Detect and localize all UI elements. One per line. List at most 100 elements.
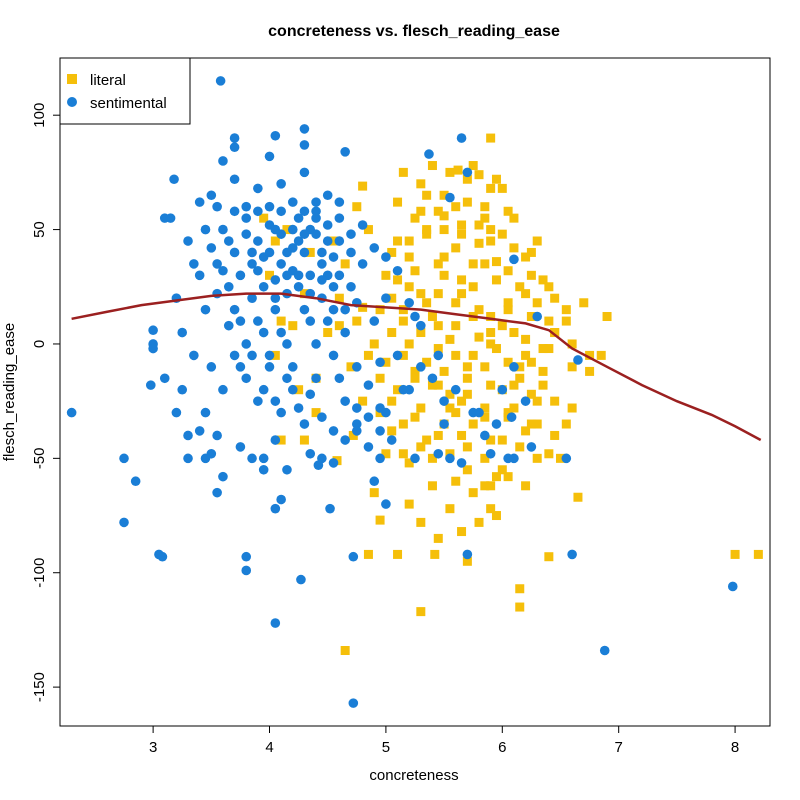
data-point-sentimental bbox=[159, 213, 170, 223]
data-point-literal bbox=[430, 549, 440, 559]
data-point-literal bbox=[416, 403, 426, 413]
data-point-literal bbox=[358, 396, 368, 406]
data-point-literal bbox=[451, 321, 461, 331]
data-point-sentimental bbox=[363, 380, 374, 390]
data-point-literal bbox=[451, 243, 461, 253]
data-point-literal bbox=[462, 197, 472, 207]
data-point-literal bbox=[585, 350, 595, 360]
data-point-literal bbox=[416, 328, 426, 338]
data-point-literal bbox=[433, 430, 443, 440]
data-point-sentimental bbox=[247, 293, 257, 304]
data-point-sentimental bbox=[200, 407, 211, 418]
data-point-sentimental bbox=[340, 435, 350, 445]
data-point-sentimental bbox=[439, 396, 449, 406]
data-point-literal bbox=[410, 366, 420, 376]
data-point-sentimental bbox=[410, 311, 420, 322]
data-point-literal bbox=[480, 412, 490, 422]
data-point-sentimental bbox=[328, 426, 339, 436]
data-point-sentimental bbox=[270, 304, 281, 315]
data-point-literal bbox=[457, 396, 467, 406]
data-point-sentimental bbox=[456, 133, 467, 143]
data-point-sentimental bbox=[235, 270, 246, 281]
data-point-sentimental bbox=[194, 270, 205, 281]
data-point-literal bbox=[329, 236, 339, 246]
data-point-sentimental bbox=[258, 453, 269, 464]
data-point-sentimental bbox=[322, 316, 333, 326]
data-point-literal bbox=[416, 607, 426, 617]
data-point-sentimental bbox=[270, 130, 281, 141]
data-point-literal bbox=[439, 270, 449, 280]
data-point-sentimental bbox=[299, 247, 310, 258]
data-point-literal bbox=[509, 213, 519, 223]
data-point-sentimental bbox=[177, 384, 188, 395]
data-point-literal bbox=[276, 316, 286, 326]
data-point-literal bbox=[451, 350, 461, 360]
data-point-sentimental bbox=[456, 458, 467, 468]
data-point-sentimental bbox=[445, 192, 455, 203]
data-point-sentimental bbox=[241, 565, 252, 576]
data-point-sentimental bbox=[130, 476, 141, 487]
data-point-literal bbox=[532, 396, 542, 406]
data-point-literal bbox=[462, 362, 472, 372]
data-point-literal bbox=[486, 312, 496, 322]
data-point-literal bbox=[521, 334, 531, 344]
data-point-literal bbox=[474, 170, 484, 180]
data-point-literal bbox=[404, 499, 414, 509]
data-point-sentimental bbox=[334, 373, 345, 384]
data-point-sentimental bbox=[404, 297, 414, 308]
data-point-literal bbox=[375, 373, 385, 383]
data-point-literal bbox=[515, 282, 525, 292]
data-point-literal bbox=[259, 213, 269, 223]
data-point-literal bbox=[439, 252, 449, 262]
data-point-sentimental bbox=[200, 224, 211, 235]
data-point-literal bbox=[410, 266, 420, 276]
data-point-sentimental bbox=[357, 220, 368, 230]
data-point-literal bbox=[393, 549, 403, 559]
data-point-literal bbox=[515, 373, 525, 383]
data-point-literal bbox=[521, 426, 531, 436]
data-point-literal bbox=[410, 412, 420, 422]
data-point-literal bbox=[363, 350, 373, 360]
data-point-literal bbox=[305, 247, 315, 257]
data-point-literal bbox=[439, 225, 449, 235]
data-point-literal bbox=[532, 419, 542, 429]
data-point-sentimental bbox=[276, 407, 286, 418]
data-point-sentimental bbox=[293, 236, 304, 246]
data-point-sentimental bbox=[599, 645, 610, 656]
data-point-literal bbox=[730, 549, 740, 559]
data-point-sentimental bbox=[287, 224, 298, 235]
data-point-sentimental bbox=[311, 206, 321, 217]
data-point-sentimental bbox=[287, 243, 298, 253]
data-point-sentimental bbox=[276, 206, 286, 217]
data-point-literal bbox=[468, 282, 478, 292]
data-point-sentimental bbox=[247, 247, 257, 258]
data-point-literal bbox=[503, 408, 513, 418]
data-point-sentimental bbox=[433, 350, 444, 361]
data-point-sentimental bbox=[177, 327, 188, 338]
data-point-sentimental bbox=[253, 183, 263, 194]
data-point-sentimental bbox=[194, 426, 205, 436]
data-point-sentimental bbox=[410, 453, 420, 464]
data-point-sentimental bbox=[369, 316, 380, 326]
data-point-sentimental bbox=[369, 476, 380, 487]
data-point-literal bbox=[381, 270, 391, 280]
data-point-literal bbox=[585, 366, 595, 376]
data-point-literal bbox=[474, 332, 484, 342]
data-point-literal bbox=[369, 488, 379, 498]
data-point-literal bbox=[480, 362, 490, 372]
data-point-literal bbox=[538, 366, 548, 376]
data-point-sentimental bbox=[235, 362, 246, 372]
data-point-literal bbox=[299, 435, 309, 445]
data-point-literal bbox=[433, 380, 443, 390]
legend-label-sentimental: sentimental bbox=[90, 95, 167, 112]
data-point-literal bbox=[276, 435, 286, 445]
data-point-literal bbox=[270, 236, 280, 246]
data-point-sentimental bbox=[352, 426, 362, 436]
x-axis-title: concreteness bbox=[369, 767, 458, 784]
data-point-literal bbox=[457, 527, 467, 537]
data-point-sentimental bbox=[509, 362, 519, 372]
data-point-literal bbox=[753, 549, 763, 559]
data-point-sentimental bbox=[276, 327, 286, 338]
data-point-sentimental bbox=[299, 304, 310, 315]
